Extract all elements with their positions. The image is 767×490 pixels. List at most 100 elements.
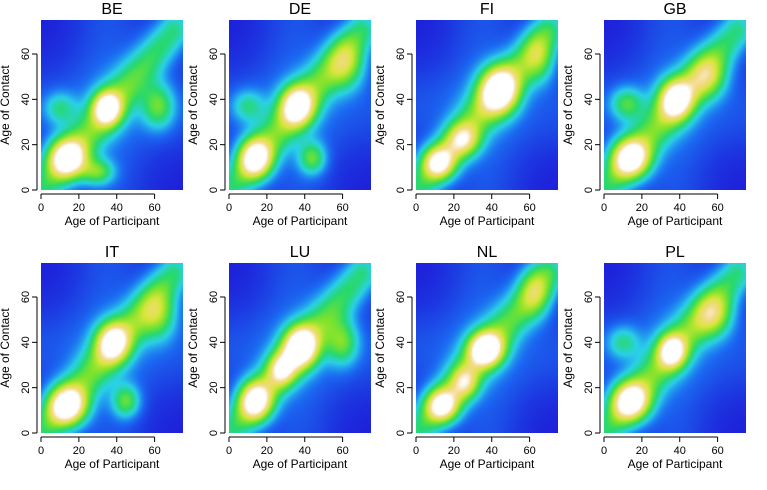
x-axis-label-de: Age of Participant	[253, 214, 348, 228]
panel-title-pl: PL	[665, 244, 685, 261]
x-tick-label-be-40: 40	[111, 202, 123, 214]
y-tick-label-fi-20: 20	[395, 139, 407, 151]
y-tick-label-de-0: 0	[208, 187, 220, 193]
x-tick-label-nl-60: 60	[523, 445, 535, 457]
heatmap-fi	[416, 20, 558, 190]
heatmap-gb	[604, 20, 746, 190]
panel-title-de: DE	[289, 1, 311, 18]
x-tick-label-fi-0: 0	[413, 202, 419, 214]
y-axis-label-lu: Age of Contact	[186, 308, 200, 388]
y-axis-label-nl: Age of Contact	[373, 308, 387, 388]
x-tick-label-nl-40: 40	[486, 445, 498, 457]
heatmap-de	[229, 20, 371, 190]
panel-title-be: BE	[101, 1, 122, 18]
x-tick-label-it-60: 60	[148, 445, 160, 457]
x-tick-label-lu-60: 60	[336, 445, 348, 457]
y-axis-label-fi: Age of Contact	[373, 65, 387, 145]
heatmap-pl	[604, 263, 746, 433]
y-tick-label-lu-20: 20	[208, 382, 220, 394]
x-tick-label-be-0: 0	[38, 202, 44, 214]
y-tick-label-gb-0: 0	[583, 187, 595, 193]
y-tick-label-it-20: 20	[20, 382, 32, 394]
y-tick-label-pl-20: 20	[583, 382, 595, 394]
x-tick-label-fi-40: 40	[486, 202, 498, 214]
x-tick-label-pl-60: 60	[711, 445, 723, 457]
y-tick-label-gb-40: 40	[583, 93, 595, 105]
panel-title-gb: GB	[663, 1, 686, 18]
panel-title-nl: NL	[477, 244, 498, 261]
x-axis-label-pl: Age of Participant	[628, 457, 723, 471]
y-tick-label-nl-60: 60	[395, 291, 407, 303]
y-tick-label-nl-0: 0	[395, 430, 407, 436]
x-tick-label-pl-40: 40	[674, 445, 686, 457]
panel-title-it: IT	[105, 244, 119, 261]
x-tick-label-be-60: 60	[148, 202, 160, 214]
y-tick-label-gb-60: 60	[583, 48, 595, 60]
y-tick-label-de-60: 60	[208, 48, 220, 60]
panel-title-lu: LU	[290, 244, 310, 261]
y-tick-label-de-40: 40	[208, 93, 220, 105]
y-axis-label-de: Age of Contact	[186, 65, 200, 145]
x-tick-label-de-20: 20	[261, 202, 273, 214]
y-tick-label-fi-60: 60	[395, 48, 407, 60]
heatmap-be	[41, 20, 183, 190]
x-tick-label-nl-0: 0	[413, 445, 419, 457]
x-tick-label-it-0: 0	[38, 445, 44, 457]
y-tick-label-lu-40: 40	[208, 336, 220, 348]
y-tick-label-pl-0: 0	[583, 430, 595, 436]
y-axis-label-gb: Age of Contact	[561, 65, 575, 145]
y-tick-label-be-20: 20	[20, 139, 32, 151]
x-tick-label-de-40: 40	[299, 202, 311, 214]
y-tick-label-pl-40: 40	[583, 336, 595, 348]
y-tick-label-it-40: 40	[20, 336, 32, 348]
y-tick-label-de-20: 20	[208, 139, 220, 151]
x-axis-label-lu: Age of Participant	[253, 457, 348, 471]
heatmap-it	[41, 263, 183, 433]
x-tick-label-it-20: 20	[73, 445, 85, 457]
y-tick-label-fi-40: 40	[395, 93, 407, 105]
x-axis-label-gb: Age of Participant	[628, 214, 723, 228]
x-tick-label-gb-20: 20	[636, 202, 648, 214]
x-tick-label-lu-0: 0	[226, 445, 232, 457]
x-axis-label-fi: Age of Participant	[440, 214, 535, 228]
y-axis-label-it: Age of Contact	[0, 308, 12, 388]
panel-title-fi: FI	[480, 1, 494, 18]
y-tick-label-be-40: 40	[20, 93, 32, 105]
heatmap-nl	[416, 263, 558, 433]
x-tick-label-fi-20: 20	[448, 202, 460, 214]
heatmap-lu	[229, 263, 371, 433]
x-tick-label-pl-0: 0	[601, 445, 607, 457]
y-tick-label-nl-20: 20	[395, 382, 407, 394]
x-tick-label-pl-20: 20	[636, 445, 648, 457]
y-axis-label-pl: Age of Contact	[561, 308, 575, 388]
y-tick-label-it-0: 0	[20, 430, 32, 436]
y-tick-label-pl-60: 60	[583, 291, 595, 303]
y-tick-label-gb-20: 20	[583, 139, 595, 151]
x-tick-label-de-60: 60	[336, 202, 348, 214]
x-tick-label-lu-40: 40	[299, 445, 311, 457]
x-tick-label-gb-0: 0	[601, 202, 607, 214]
x-axis-label-be: Age of Participant	[65, 214, 160, 228]
y-axis-label-be: Age of Contact	[0, 65, 12, 145]
x-tick-label-gb-60: 60	[711, 202, 723, 214]
x-tick-label-gb-40: 40	[674, 202, 686, 214]
y-tick-label-fi-0: 0	[395, 187, 407, 193]
x-tick-label-fi-60: 60	[523, 202, 535, 214]
x-tick-label-nl-20: 20	[448, 445, 460, 457]
y-tick-label-be-0: 0	[20, 187, 32, 193]
x-tick-label-it-40: 40	[111, 445, 123, 457]
x-axis-label-it: Age of Participant	[65, 457, 160, 471]
y-tick-label-lu-60: 60	[208, 291, 220, 303]
y-tick-label-it-60: 60	[20, 291, 32, 303]
y-tick-label-nl-40: 40	[395, 336, 407, 348]
